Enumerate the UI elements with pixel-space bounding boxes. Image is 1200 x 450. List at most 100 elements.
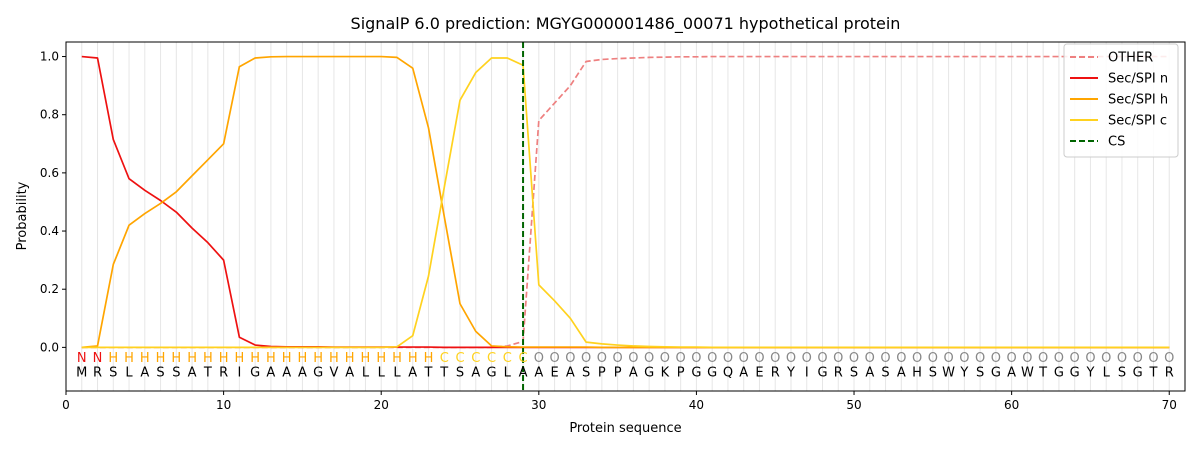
region-label: H — [424, 351, 434, 366]
region-label: H — [187, 351, 197, 366]
x-tick-label: 0 — [62, 398, 70, 412]
residue-letter: A — [345, 365, 354, 380]
region-label: O — [1148, 351, 1158, 366]
region-label: H — [219, 351, 229, 366]
x-tick-label: 20 — [374, 398, 389, 412]
residue-letter: P — [598, 365, 606, 380]
residue-letter: L — [504, 365, 512, 380]
y-tick-label: 0.0 — [40, 340, 59, 354]
region-label: O — [880, 351, 890, 366]
residue-letter: A — [282, 365, 291, 380]
region-label: O — [534, 351, 544, 366]
x-axis-label: Protein sequence — [569, 421, 681, 436]
residue-letter: L — [1103, 365, 1111, 380]
residue-letter: L — [125, 365, 133, 380]
residue-letter: G — [1070, 365, 1080, 380]
residue-letter: S — [929, 365, 937, 380]
residue-letter: Y — [786, 365, 795, 380]
region-label: H — [156, 351, 166, 366]
residue-letter: Y — [1085, 365, 1094, 380]
residue-letter: R — [219, 365, 228, 380]
plot-frame — [65, 41, 1186, 392]
residue-letter: R — [1165, 365, 1174, 380]
region-label: O — [786, 351, 796, 366]
region-label: O — [802, 351, 812, 366]
residue-letter: H — [912, 365, 922, 380]
region-label: O — [912, 351, 922, 366]
region-label: O — [943, 351, 953, 366]
residue-letter: G — [817, 365, 827, 380]
region-label: H — [266, 351, 276, 366]
residue-letter: I — [805, 365, 809, 380]
residue-letter: T — [1149, 365, 1158, 380]
residue-letter: W — [942, 365, 955, 380]
region-label: C — [471, 351, 480, 366]
residue-letter: L — [378, 365, 386, 380]
region-label: O — [928, 351, 938, 366]
region-label: O — [691, 351, 701, 366]
residue-letter: S — [881, 365, 889, 380]
chart-title: SignalP 6.0 prediction: MGYG000001486_00… — [351, 14, 901, 34]
region-label: O — [581, 351, 591, 366]
region-label: O — [959, 351, 969, 366]
region-label: O — [991, 351, 1001, 366]
residue-letter: Y — [959, 365, 968, 380]
y-tick-label: 0.2 — [40, 282, 59, 296]
residue-letter: S — [456, 365, 464, 380]
region-label: O — [1007, 351, 1017, 366]
series-sec-spi-n — [81, 55, 1170, 349]
x-tick-label: 40 — [689, 398, 704, 412]
residue-letter: A — [188, 365, 197, 380]
region-label: H — [250, 351, 260, 366]
residue-letter: S — [1118, 365, 1126, 380]
y-axis-label: Probability — [15, 181, 30, 250]
region-label: H — [361, 351, 371, 366]
residue-letter: G — [250, 365, 260, 380]
region-label: O — [565, 351, 575, 366]
region-label: C — [503, 351, 512, 366]
residue-letter: A — [140, 365, 149, 380]
region-label: H — [329, 351, 339, 366]
region-label: O — [1164, 351, 1174, 366]
region-label: O — [1022, 351, 1032, 366]
residue-letter: T — [439, 365, 448, 380]
residue-letter: A — [897, 365, 906, 380]
region-label: H — [298, 351, 308, 366]
x-tick-label: 50 — [846, 398, 861, 412]
residue-letter: A — [298, 365, 307, 380]
region-label: H — [140, 351, 150, 366]
y-tick-label: 1.0 — [40, 50, 59, 64]
residue-letter: S — [156, 365, 164, 380]
legend-label-sec-spi-c: Sec/SPI c — [1108, 114, 1167, 129]
region-label: O — [676, 351, 686, 366]
residue-letter: G — [991, 365, 1001, 380]
region-label: N — [77, 351, 87, 366]
residue-letter: G — [644, 365, 654, 380]
legend-label-cs: CS — [1108, 135, 1125, 150]
axis-ticks: 0 10 20 30 40 50 60 70 0.0 0.2 0.4 0.6 0.8 1.0 — [40, 50, 1177, 412]
series-sec-spi-h — [81, 55, 1170, 349]
residue-letter: G — [1133, 365, 1143, 380]
region-label: C — [455, 351, 464, 366]
residue-letter: A — [739, 365, 748, 380]
residue-letter: S — [976, 365, 984, 380]
legend: OTHER Sec/SPI n Sec/SPI h Sec/SPI c CS — [1063, 43, 1179, 158]
region-label: H — [108, 351, 118, 366]
x-tick-label: 60 — [1004, 398, 1019, 412]
residue-letter: E — [755, 365, 763, 380]
residue-letter: A — [865, 365, 874, 380]
sequence-letters: NMNRHSHLHAHSHSHAHTHRHIHGHAHAHAHGHVHAHLHL… — [76, 351, 1174, 381]
region-label: H — [376, 351, 386, 366]
region-label: O — [754, 351, 764, 366]
region-label: O — [597, 351, 607, 366]
region-label: O — [1085, 351, 1095, 366]
residue-letter: Q — [723, 365, 733, 380]
y-tick-label: 0.6 — [40, 166, 59, 180]
region-label: O — [1054, 351, 1064, 366]
x-tick-label: 30 — [531, 398, 546, 412]
residue-letter: G — [707, 365, 717, 380]
residue-letter: E — [550, 365, 558, 380]
region-label: O — [849, 351, 859, 366]
residue-letter: P — [677, 365, 685, 380]
